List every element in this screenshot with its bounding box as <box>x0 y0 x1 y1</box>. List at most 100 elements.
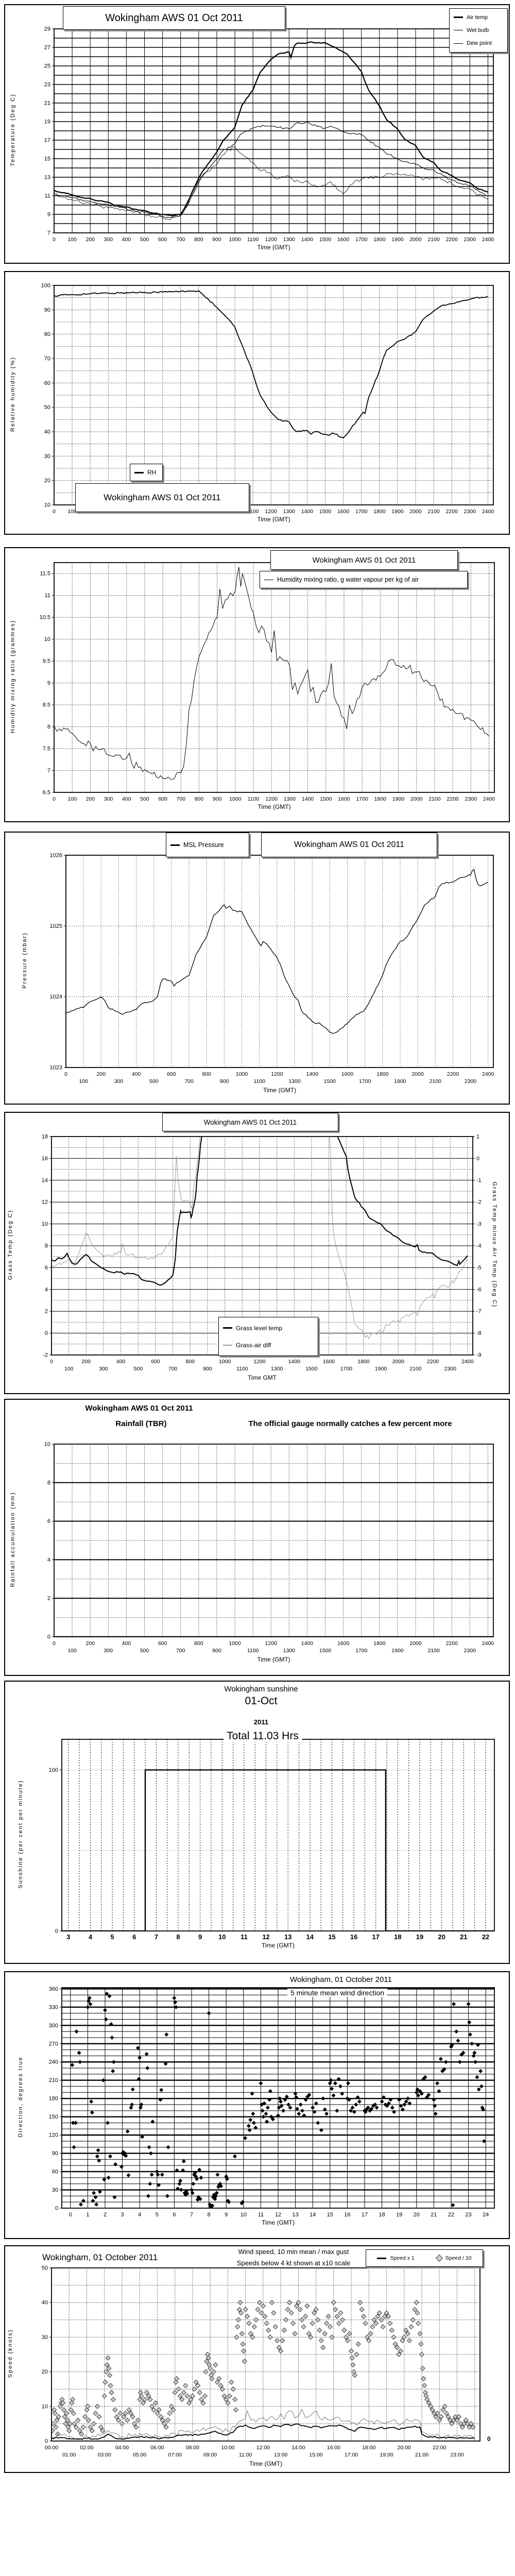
svg-text:05:00: 05:00 <box>133 2452 146 2458</box>
svg-text:2300: 2300 <box>464 1648 476 1654</box>
svg-text:13: 13 <box>44 175 50 181</box>
svg-text:2300: 2300 <box>465 1078 477 1084</box>
svg-text:100: 100 <box>67 509 77 515</box>
svg-text:70: 70 <box>44 356 50 362</box>
svg-text:2400: 2400 <box>482 1640 494 1647</box>
svg-text:1500: 1500 <box>319 236 332 243</box>
svg-text:6.5: 6.5 <box>43 790 50 796</box>
svg-text:2000: 2000 <box>392 1359 405 1365</box>
svg-text:5: 5 <box>156 2212 159 2218</box>
x-axis-title: Time (GMT) <box>258 803 290 810</box>
svg-text:1700: 1700 <box>340 1366 353 1372</box>
svg-text:360: 360 <box>49 1986 58 1992</box>
svg-text:800: 800 <box>186 1359 195 1365</box>
svg-text:1200: 1200 <box>265 236 278 243</box>
svg-text:100: 100 <box>67 796 77 802</box>
svg-text:2: 2 <box>47 1596 50 1602</box>
svg-text:0: 0 <box>476 1156 479 1162</box>
svg-text:1: 1 <box>86 2212 89 2218</box>
x-axis-title: Time (GMT) <box>249 2460 282 2467</box>
axis-tick-labels: 3 4 5 6 7 8 9 10 11 12 13 14 15 16 17 18 19 20 21 22 0 100 Tim… <box>49 1767 490 1949</box>
svg-text:1400: 1400 <box>301 1640 314 1647</box>
line-grass-level-temp <box>52 1137 468 1286</box>
svg-text:16:00: 16:00 <box>327 2445 340 2451</box>
legend-label: MSL Pressure <box>183 841 224 849</box>
svg-text:1800: 1800 <box>376 1071 389 1077</box>
svg-text:10: 10 <box>42 2403 48 2410</box>
svg-text:-5: -5 <box>476 1265 482 1271</box>
svg-text:100: 100 <box>79 1078 88 1084</box>
grass-temperature-plot: 0 200 400 600 800 1000 1200 1400 1600 1800 2000 220… <box>42 1134 482 1382</box>
svg-text:800: 800 <box>194 236 203 243</box>
svg-text:16: 16 <box>42 1156 48 1162</box>
svg-text:1900: 1900 <box>391 236 404 243</box>
svg-text:18: 18 <box>394 1933 401 1941</box>
msl-pressure-title: Wokingham AWS 01 Oct 2011 <box>261 833 437 857</box>
svg-text:0: 0 <box>64 1071 67 1077</box>
svg-text:21: 21 <box>431 2212 437 2218</box>
svg-text:400: 400 <box>122 796 131 802</box>
svg-text:2100: 2100 <box>427 1648 440 1654</box>
svg-text:80: 80 <box>44 331 50 337</box>
gridlines <box>62 1988 494 2208</box>
svg-text:16: 16 <box>350 1933 357 1941</box>
rainfall-subtitle: Rainfall (TBR) <box>115 1419 167 1428</box>
svg-text:300: 300 <box>104 236 113 243</box>
svg-text:1000: 1000 <box>229 796 242 802</box>
svg-text:4: 4 <box>89 1933 93 1941</box>
svg-text:700: 700 <box>176 236 185 243</box>
svg-text:200: 200 <box>82 1359 91 1365</box>
thick-line-swatch-icon <box>134 471 144 473</box>
svg-text:900: 900 <box>212 236 221 243</box>
wind-speed-right_zero_label: 0 <box>487 2435 491 2443</box>
chart-panel-sunshine: 3 4 5 6 7 8 9 10 11 12 13 14 15 16 17 18 19 20 21 22 0 100 Tim… <box>4 1681 510 1964</box>
plot-border <box>54 1444 494 1637</box>
x-axis-title: Time (GMT) <box>262 1942 295 1949</box>
relative-humidity-legend: RH <box>130 464 163 481</box>
svg-text:22:00: 22:00 <box>433 2445 446 2451</box>
wind-speed-subtitle_lines-1: Speeds below 4 kt shown at x10 scale <box>236 2259 351 2267</box>
svg-text:23: 23 <box>465 2212 471 2218</box>
svg-text:1300: 1300 <box>283 236 296 243</box>
rainfall-title: Wokingham AWS 01 Oct 2011 <box>85 1404 193 1413</box>
temperature-plot: 0 100 200 300 400 500 600 700 800 900 1000 1100 1200… <box>44 26 494 251</box>
svg-text:1300: 1300 <box>283 1648 296 1654</box>
legend-label: Speed x 1 <box>390 2255 415 2261</box>
svg-text:700: 700 <box>184 1078 194 1084</box>
legend-item: Grass level temp <box>223 1325 314 1332</box>
svg-text:20:00: 20:00 <box>398 2445 411 2451</box>
temperature-title: Wokingham AWS 01 Oct 2011 <box>63 6 285 30</box>
series-layer <box>52 2300 476 2441</box>
chart-panel-rainfall: 0 200 400 600 800 1000 1200 1400 1600 1800 2000 220… <box>4 1399 510 1676</box>
svg-text:100: 100 <box>64 1366 74 1372</box>
line-grass-air-diff <box>52 1137 468 1340</box>
svg-text:1800: 1800 <box>373 1640 386 1647</box>
svg-text:500: 500 <box>134 1366 143 1372</box>
svg-text:2400: 2400 <box>482 1071 494 1077</box>
legend-item: RH <box>134 469 158 476</box>
msl-pressure-legend: MSL Pressure <box>166 833 249 857</box>
svg-text:180: 180 <box>49 2096 58 2102</box>
svg-text:60: 60 <box>44 380 50 386</box>
sunshine-title_lines-3: Total 11.03 Hrs <box>224 1730 302 1743</box>
svg-text:300: 300 <box>49 2023 58 2029</box>
svg-text:1100: 1100 <box>247 236 259 243</box>
svg-text:08:00: 08:00 <box>186 2445 199 2451</box>
relative-humidity-plot: 0100200300400500600700800900100011001200… <box>41 283 494 523</box>
svg-text:15: 15 <box>328 1933 335 1941</box>
svg-text:1500: 1500 <box>324 1078 336 1084</box>
legend-label: Grass-air diff <box>236 1341 271 1349</box>
svg-text:800: 800 <box>194 1640 203 1647</box>
wind-direction-title_lines-1: 5 minute mean wind direction <box>287 1989 388 1997</box>
humidity-mixing-ratio-plot: 0 100 200 300 400 500 600 700 800 900 1000 1100 1200… <box>40 562 495 810</box>
plot-border <box>51 2267 480 2442</box>
svg-text:10: 10 <box>44 1442 50 1448</box>
svg-text:150: 150 <box>49 2114 58 2120</box>
wind-direction-title_lines-0: Wokingham, 01 October 2011 <box>287 1975 395 1985</box>
svg-text:2000: 2000 <box>409 509 422 515</box>
svg-text:18: 18 <box>42 1134 48 1140</box>
svg-text:1700: 1700 <box>355 236 368 243</box>
svg-text:2100: 2100 <box>428 796 441 802</box>
plot-border <box>65 855 494 1068</box>
svg-text:30: 30 <box>44 453 50 460</box>
